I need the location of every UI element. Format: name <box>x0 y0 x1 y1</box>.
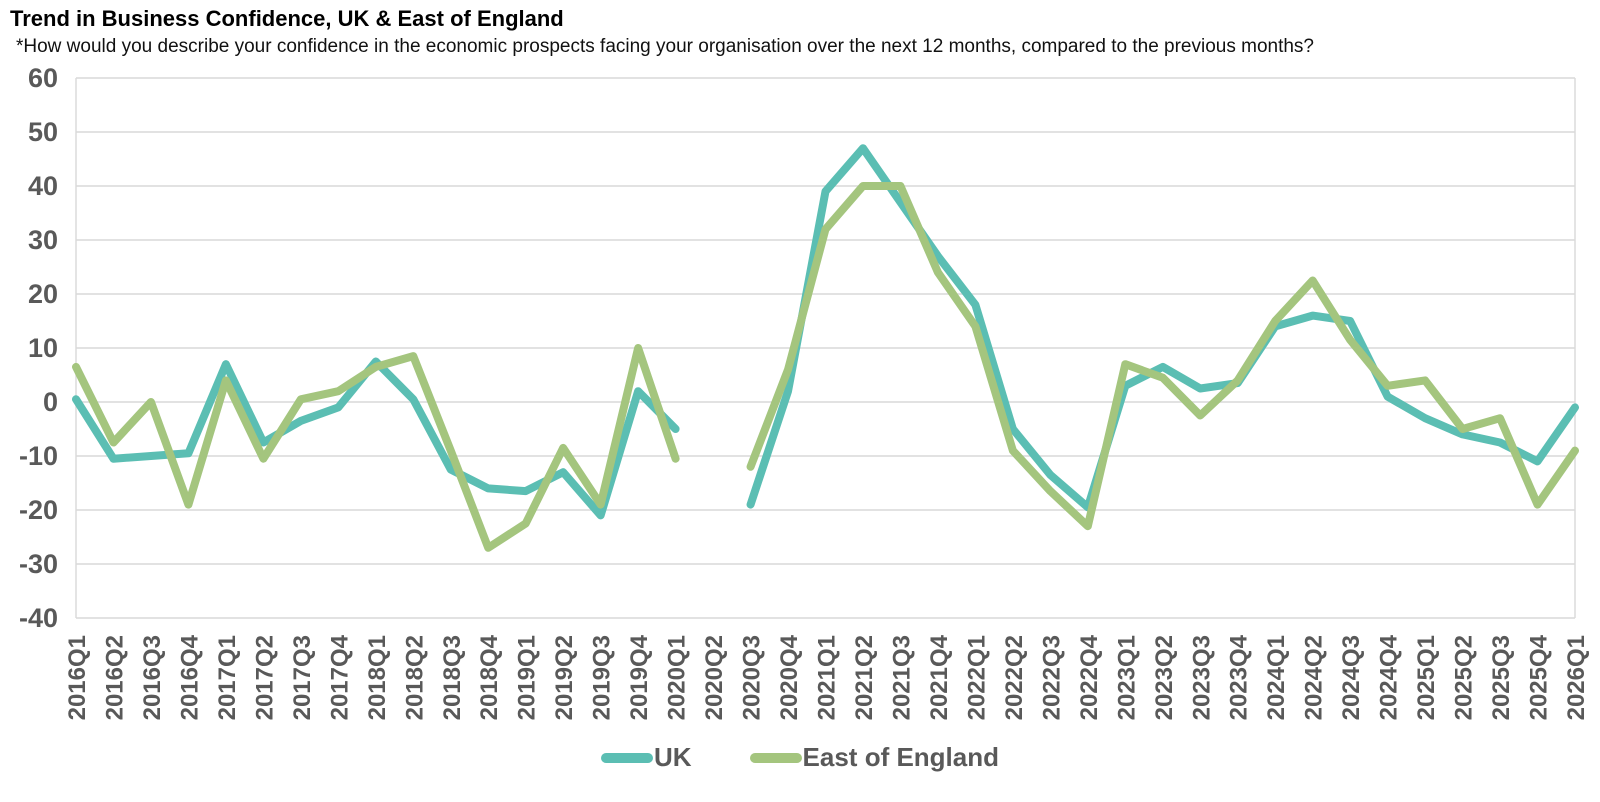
series-line-uk <box>746 144 1579 512</box>
y-axis-label: 40 <box>28 171 58 201</box>
x-axis-label: 2021Q4 <box>926 634 953 720</box>
x-axis-label: 2021Q3 <box>888 635 915 720</box>
x-axis-label: 2025Q1 <box>1413 635 1440 720</box>
y-axis-label: 10 <box>28 333 58 363</box>
x-axis-label: 2021Q1 <box>814 635 841 720</box>
y-axis-label: -20 <box>19 495 58 525</box>
legend-item-uk: UK <box>600 742 692 773</box>
x-axis-label: 2021Q2 <box>851 635 878 720</box>
x-axis-label: 2016Q3 <box>139 635 166 720</box>
x-axis-label: 2023Q1 <box>1113 635 1140 720</box>
page-title: Trend in Business Confidence, UK & East … <box>10 6 564 31</box>
legend-label: UK <box>653 742 692 772</box>
legend-label: East of England <box>802 742 1000 772</box>
x-axis-label: 2026Q1 <box>1563 635 1590 720</box>
y-axis-label: 60 <box>28 63 58 93</box>
x-axis-label: 2024Q1 <box>1263 635 1290 720</box>
x-axis-label: 2016Q2 <box>101 635 128 720</box>
chart-area: 60 50 40 30 20 10 0 -10 -20 -30 -40 2016Q1 2016Q2 201… <box>0 60 1600 740</box>
x-axis-label: 2019Q4 <box>626 634 653 720</box>
x-axis-label: 2024Q2 <box>1301 635 1328 720</box>
x-axis-label: 2023Q3 <box>1188 635 1215 720</box>
x-axis-label: 2017Q1 <box>214 635 241 720</box>
x-axis-label: 2019Q2 <box>551 635 578 720</box>
series-line-uk <box>72 357 680 520</box>
y-axis-label: 50 <box>28 117 58 147</box>
x-axis-label: 2023Q4 <box>1226 634 1253 720</box>
x-axis-label: 2025Q2 <box>1451 635 1478 720</box>
series-line-east-of-england <box>72 344 680 552</box>
legend-swatch <box>600 752 653 763</box>
x-axis-label: 2025Q3 <box>1488 635 1515 720</box>
x-axis-label: 2022Q2 <box>1001 635 1028 720</box>
y-axis-label: 30 <box>28 225 58 255</box>
x-axis-label: 2025Q4 <box>1526 634 1553 720</box>
x-axis-label: 2024Q4 <box>1376 634 1403 720</box>
x-axis-label: 2022Q4 <box>1076 634 1103 720</box>
y-axis-label: 0 <box>43 387 58 417</box>
x-axis-label: 2019Q1 <box>514 635 541 720</box>
x-axis-label: 2023Q2 <box>1151 635 1178 720</box>
x-axis-label: 2020Q4 <box>776 634 803 720</box>
x-axis-label: 2018Q3 <box>439 635 466 720</box>
chart-legend: UK East of England <box>0 742 1600 773</box>
x-axis-label: 2022Q1 <box>963 635 990 720</box>
legend-item-east-of-england: East of England <box>749 742 1000 773</box>
x-axis-label: 2020Q2 <box>701 635 728 720</box>
y-axis-label: 20 <box>28 279 58 309</box>
x-axis-label: 2018Q4 <box>476 634 503 720</box>
x-axis-label: 2019Q3 <box>589 635 616 720</box>
x-axis-label: 2017Q4 <box>326 634 353 720</box>
x-axis-label: 2022Q3 <box>1038 635 1065 720</box>
y-axis-label: -40 <box>19 603 58 633</box>
x-axis-label: 2020Q1 <box>664 635 691 720</box>
x-axis-label: 2018Q2 <box>401 635 428 720</box>
chart-subtitle: *How would you describe your confidence … <box>16 36 1315 57</box>
x-axis-label: 2017Q3 <box>289 635 316 720</box>
x-axis-label: 2016Q1 <box>64 635 91 720</box>
x-axis-label: 2020Q3 <box>739 635 766 720</box>
y-axis-label: -10 <box>19 441 58 471</box>
series-line-east-of-england <box>746 182 1579 531</box>
x-axis-label: 2024Q3 <box>1338 635 1365 720</box>
x-axis-label: 2017Q2 <box>251 635 278 720</box>
y-axis-label: -30 <box>19 549 58 579</box>
legend-swatch <box>749 752 802 763</box>
x-axis-label: 2018Q1 <box>364 635 391 720</box>
x-axis-label: 2016Q4 <box>176 634 203 720</box>
